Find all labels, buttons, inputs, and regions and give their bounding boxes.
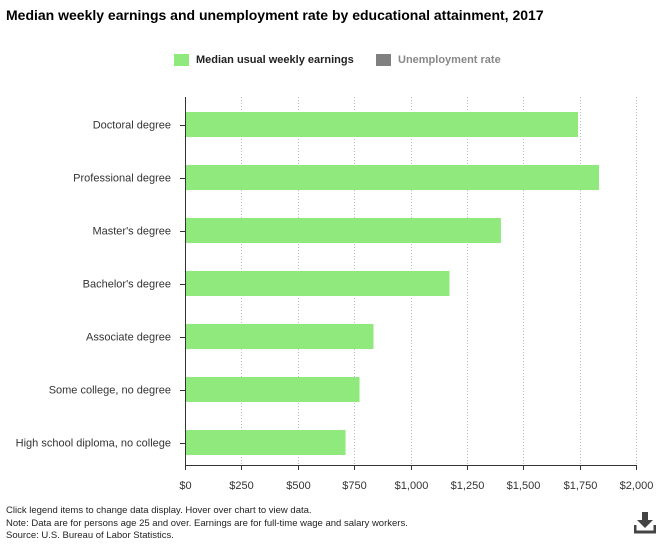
legend-swatch-earnings [174, 54, 189, 66]
legend-item-earnings[interactable]: Median usual weekly earnings [174, 54, 354, 66]
legend-item-unemployment[interactable]: Unemployment rate [376, 54, 501, 66]
category-label: Professional degree [73, 173, 171, 185]
legend: Median usual weekly earnings Unemploymen… [0, 54, 663, 70]
chart-title: Median weekly earnings and unemployment … [6, 7, 544, 23]
x-tick-label: $0 [179, 480, 191, 492]
category-label: Master's degree [92, 226, 171, 238]
x-tick-label: $2,000 [620, 480, 654, 492]
bar[interactable]: Doctoral degree: $1,743 [186, 112, 579, 137]
category-label: Associate degree [86, 332, 171, 344]
bar[interactable]: Professional degree: $1,836 [186, 165, 600, 190]
x-tick-label: $1,500 [507, 480, 541, 492]
legend-swatch-unemployment [376, 54, 391, 66]
bar[interactable]: High school diploma, no college: $712 [186, 430, 346, 455]
bar-chart[interactable]: Doctoral degree: $1,743 Doctoral degree Pr… [0, 0, 663, 500]
note-instructions: Click legend items to change data displa… [6, 505, 312, 516]
x-tick-label: $250 [229, 480, 253, 492]
category-label: Doctoral degree [93, 120, 171, 132]
legend-label-unemployment: Unemployment rate [398, 54, 501, 66]
x-tick-label: $750 [342, 480, 366, 492]
bar[interactable]: Some college, no degree: $774 [186, 377, 360, 402]
x-tick-label: $1,000 [395, 480, 429, 492]
category-label: Some college, no degree [49, 385, 171, 397]
category-label: Bachelor's degree [83, 279, 171, 291]
download-icon[interactable] [634, 510, 656, 534]
x-tick-label: $1,250 [451, 480, 485, 492]
bar[interactable]: Bachelor's degree: $1,173 [186, 271, 450, 296]
category-label: High school diploma, no college [16, 438, 171, 450]
legend-label-earnings: Median usual weekly earnings [196, 54, 354, 66]
x-tick-label: $1,750 [564, 480, 598, 492]
bar[interactable]: Associate degree: $836 [186, 324, 374, 349]
x-tick-label: $500 [286, 480, 310, 492]
bar[interactable]: Master's degree: $1,401 [186, 218, 501, 243]
note-source: Source: U.S. Bureau of Labor Statistics. [6, 530, 174, 541]
chart-notes: Click legend items to change data displa… [6, 505, 408, 543]
note-data-scope: Note: Data are for persons age 25 and ov… [6, 517, 408, 529]
